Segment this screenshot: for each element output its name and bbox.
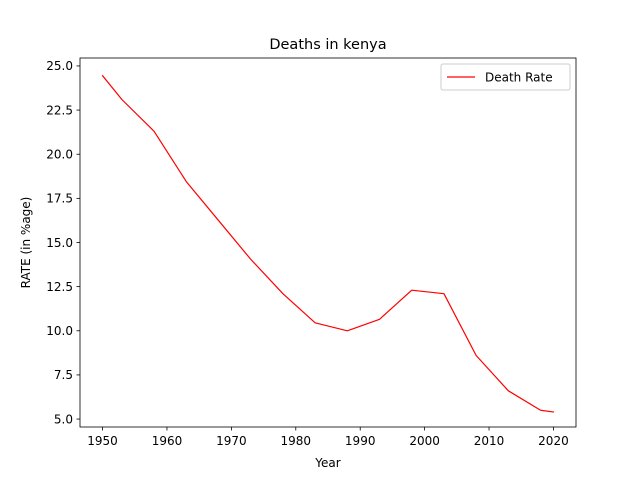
legend-box [440,63,571,91]
y-axis-ticks: 5.0 7.5 10.0 12.5 15.0 17.5 20.0 22.5 25.0 [46,59,80,426]
y-tick-label: 20.0 [46,148,73,162]
y-tick-label: 22.5 [46,103,73,117]
y-tick-label: 25.0 [46,59,73,73]
x-tick-label: 1990 [345,434,376,448]
legend-label-death-rate: Death Rate [485,70,553,84]
x-axis-ticks: 1950 1960 1970 1980 1990 2000 2010 2020 [87,427,569,448]
legend: Death Rate [440,63,571,91]
x-tick-label: 1980 [281,434,312,448]
x-tick-label: 2020 [538,434,569,448]
x-tick-label: 1960 [152,434,183,448]
x-tick-label: 2000 [409,434,440,448]
y-tick-label: 17.5 [46,192,73,206]
x-tick-label: 2010 [474,434,505,448]
series-line-death-rate [101,74,555,413]
x-tick-label: 1950 [87,434,118,448]
y-tick-label: 5.0 [54,412,73,426]
y-tick-label: 10.0 [46,324,73,338]
chart-title: Deaths in kenya [269,37,386,53]
x-axis-label: Year [314,456,340,470]
y-tick-label: 12.5 [46,280,73,294]
series-layer [101,74,555,413]
y-tick-label: 15.0 [46,236,73,250]
y-axis-label: RATE (in %age) [19,197,33,289]
x-tick-label: 1970 [216,434,247,448]
y-tick-label: 7.5 [54,368,73,382]
